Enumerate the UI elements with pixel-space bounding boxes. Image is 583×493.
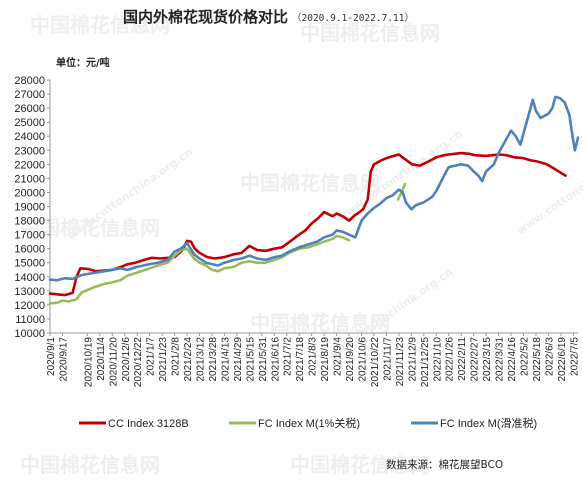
y-axis: 10000 11000 12000 13000 14000 15000 16000 17000…: [14, 75, 51, 340]
x-tick-label: 2021/11/7: [382, 337, 393, 381]
x-axis: 2020/9/1 2020/9/17 2020/10/19 2020/11/4 2020…: [46, 332, 580, 387]
y-tick-label: 23000: [14, 145, 45, 157]
y-tick-label: 18000: [14, 216, 45, 228]
x-tick-label: 2021/12/25: [420, 337, 431, 387]
y-tick-label: 10000: [14, 328, 45, 340]
y-tick-label: 25000: [14, 117, 45, 129]
x-tick-label: 2021/2/24: [183, 337, 194, 382]
x-tick-label: 2021/6/16: [270, 337, 281, 382]
x-tick-label: 2021/11/23: [395, 337, 406, 387]
x-tick-label: 2020/12/22: [133, 337, 144, 387]
y-tick-label: 12000: [14, 300, 45, 312]
x-tick-label: 2020/11/4: [96, 337, 107, 381]
x-tick-label: 2021/4/29: [233, 337, 244, 382]
plot-area: [48, 95, 580, 305]
x-tick-label: 2021/4/13: [220, 337, 231, 382]
series-line-cc-index: [48, 151, 567, 297]
x-tick-label: 2021/10/22: [370, 337, 381, 387]
watermark-url: www.cottonchina.org.cn: [514, 140, 583, 237]
x-tick-label: 2021/2/8: [171, 337, 182, 376]
x-tick-label: 2020/9/17: [58, 337, 69, 382]
x-tick-label: 2021/9/4: [333, 337, 344, 376]
y-tick-label: 11000: [15, 314, 45, 326]
x-tick-label: 2021/7/18: [295, 337, 306, 382]
x-tick-label: 2020/9/1: [46, 337, 57, 376]
y-tick-label: 27000: [14, 89, 45, 101]
y-tick-label: 17000: [14, 230, 45, 242]
chart-subtitle: （2020.9.1-2022.7.11）: [292, 12, 414, 24]
legend-item-fc-sliding: FC Index M(滑准税): [411, 416, 537, 430]
y-tick-label: 14000: [14, 272, 45, 284]
x-tick-label: 2022/3/15: [482, 337, 493, 382]
legend-label-cc-index: CC Index 3128B: [108, 418, 189, 430]
x-tick-label: 2021/8/19: [320, 337, 331, 382]
chart-title: 国内外棉花现货价格对比: [123, 8, 288, 26]
x-tick-label: 2022/5/18: [532, 337, 543, 382]
x-tick-label: 2022/3/31: [495, 337, 506, 382]
y-tick-label: 26000: [14, 103, 45, 115]
x-tick-label: 2021/9/20: [345, 337, 356, 382]
y-tick-label: 19000: [14, 202, 45, 214]
y-tick-label: 24000: [14, 131, 45, 143]
y-tick-label: 28000: [14, 75, 45, 87]
legend-item-cc-index: CC Index 3128B: [79, 418, 189, 430]
unit-label: 单位：元/吨: [56, 56, 110, 69]
y-tick-label: 21000: [14, 173, 45, 185]
y-tick-label: 13000: [14, 286, 45, 298]
x-tick-label: 2021/1/23: [158, 337, 169, 382]
x-tick-label: 2021/1/7: [146, 337, 157, 376]
legend-label-fc-sliding: FC Index M(滑准税): [440, 416, 537, 430]
x-tick-label: 2021/3/28: [208, 337, 219, 382]
x-tick-label: 2021/5/15: [245, 337, 256, 382]
x-tick-label: 2021/5/31: [258, 337, 269, 382]
x-tick-label: 2020/10/19: [83, 337, 94, 387]
x-tick-label: 2022/6/3: [544, 337, 555, 376]
x-tick-label: 2022/7/5: [569, 337, 580, 376]
watermark-text: 中国棉花信息网: [20, 453, 160, 477]
x-tick-label: 2022/1/26: [445, 337, 456, 382]
source-label: 数据来源：棉花展望BCO: [386, 458, 503, 471]
x-tick-label: 2020/12/6: [121, 337, 132, 382]
x-tick-label: 2021/3/12: [196, 337, 207, 382]
x-tick-label: 2022/6/19: [557, 337, 568, 382]
watermark-text: 中国棉花信息网: [30, 13, 170, 37]
watermark-text: 中国棉花信息网: [20, 216, 160, 240]
watermark-text: 中国棉花信息网: [290, 453, 430, 477]
x-tick-label: 2021/10/6: [358, 337, 369, 382]
x-tick-label: 2020/11/20: [108, 337, 119, 387]
x-tick-label: 2022/5/2: [519, 337, 530, 376]
legend-label-fc-1pct: FC Index M(1%关税): [258, 416, 360, 430]
series-line-fc-sliding: [48, 95, 580, 282]
x-tick-label: 2022/1/10: [432, 337, 443, 382]
watermark-layer: 中国棉花信息网 中国棉花信息网中国棉花信息网中国棉花信息网中国棉花信息网中国棉花信…: [20, 13, 583, 477]
y-tick-label: 15000: [14, 258, 45, 270]
watermark-text: 中国棉花信息网: [240, 171, 380, 195]
y-tick-label: 16000: [14, 244, 45, 256]
watermark-text: 中国棉花信息网: [250, 311, 390, 335]
legend: CC Index 3128B FC Index M(1%关税) FC Index…: [79, 416, 537, 430]
x-tick-label: 2021/7/2: [283, 337, 294, 376]
x-tick-label: 2022/2/11: [457, 337, 468, 381]
y-tick-label: 22000: [14, 159, 45, 171]
x-tick-label: 2021/12/9: [407, 337, 418, 382]
x-tick-label: 2022/4/16: [507, 337, 518, 382]
x-tick-label: 2021/8/3: [308, 337, 319, 376]
y-tick-label: 20000: [14, 187, 45, 199]
watermark-text: 中国棉花信息网: [300, 21, 440, 45]
x-tick-label: 2022/2/27: [470, 337, 481, 382]
legend-item-fc-1pct: FC Index M(1%关税): [229, 416, 360, 430]
